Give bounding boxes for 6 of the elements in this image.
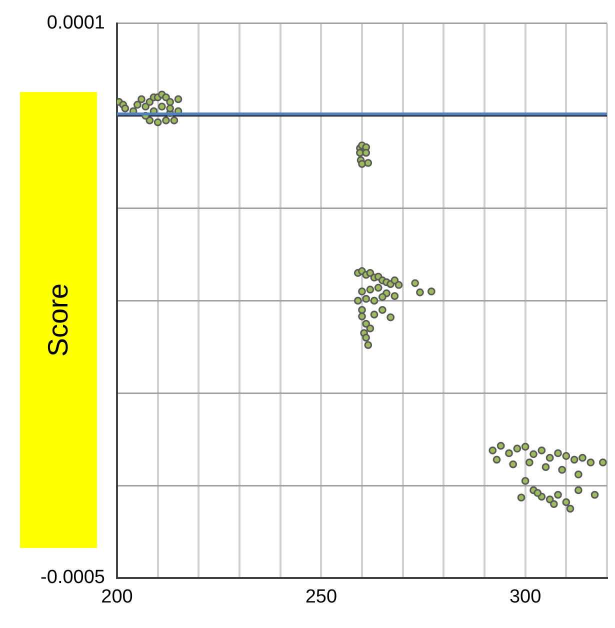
x-tick-label: 200 xyxy=(101,586,133,608)
y-axis-title: Score xyxy=(42,283,74,357)
x-tick-label: 300 xyxy=(509,586,542,608)
y-tick-label: 0.0001 xyxy=(46,12,105,34)
y-tick-label: -0.0005 xyxy=(40,567,105,588)
x-tick-label: 250 xyxy=(305,586,338,608)
